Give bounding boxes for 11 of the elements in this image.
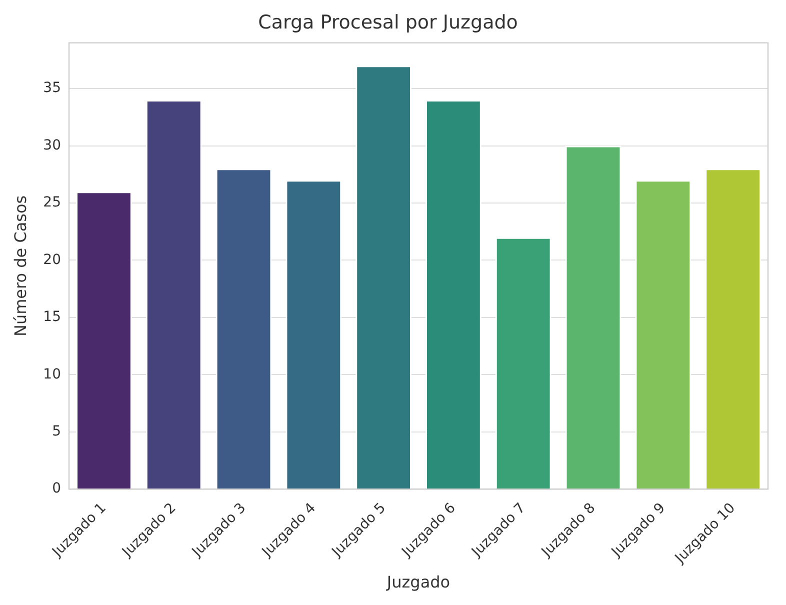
chart-title: Carga Procesal por Juzgado — [258, 11, 518, 34]
x-axis-title: Juzgado — [386, 572, 450, 592]
y-tick-label: 0 — [52, 480, 62, 497]
y-tick-label: 10 — [43, 366, 62, 382]
y-axis-title: Número de Casos — [10, 195, 30, 337]
y-tick-label: 35 — [43, 80, 62, 96]
y-tick-label: 15 — [43, 309, 62, 326]
y-tick-label: 5 — [52, 424, 62, 440]
y-tick-label: 20 — [43, 252, 62, 268]
y-tick-label: 30 — [43, 137, 62, 154]
y-tick-label: 25 — [43, 194, 62, 211]
